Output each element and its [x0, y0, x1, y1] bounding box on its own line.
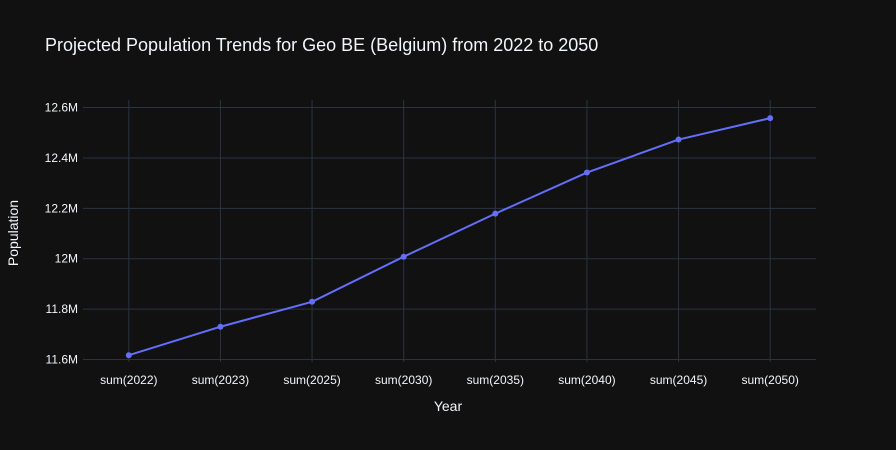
y-tick-label: 12.4M	[45, 151, 78, 165]
x-axis-title: Year	[434, 398, 463, 414]
data-point[interactable]	[217, 323, 224, 330]
data-point[interactable]	[492, 210, 499, 217]
y-axis-title: Population	[5, 200, 21, 266]
x-tick-label: sum(2035)	[467, 373, 524, 387]
data-point[interactable]	[767, 115, 774, 122]
y-tick-label: 11.8M	[46, 302, 78, 316]
y-axis-ticks: 11.6M 11.8M 12M 12.2M 12.4M 12.6M	[45, 101, 78, 367]
data-point[interactable]	[400, 253, 407, 260]
x-axis-ticks: sum(2022) sum(2023) sum(2025) sum(2030) sum(…	[100, 373, 799, 387]
y-tick-label: 11.6M	[46, 352, 78, 366]
chart-title: Projected Population Trends for Geo BE (…	[45, 35, 598, 55]
x-tick-label: sum(2045)	[650, 373, 707, 387]
x-tick-label: sum(2023)	[192, 373, 249, 387]
x-tick-label: sum(2030)	[375, 373, 432, 387]
data-point[interactable]	[675, 136, 682, 143]
y-tick-label: 12M	[55, 252, 78, 266]
y-tick-label: 12.6M	[45, 101, 78, 115]
series-line	[128, 117, 771, 357]
x-tick-label: sum(2050)	[742, 373, 799, 387]
data-point[interactable]	[583, 169, 590, 176]
y-tick-label: 12.2M	[45, 201, 78, 215]
x-tick-label: sum(2022)	[100, 373, 157, 387]
data-point[interactable]	[309, 298, 316, 305]
data-point[interactable]	[125, 352, 132, 359]
x-tick-label: sum(2040)	[558, 373, 615, 387]
series-layer	[125, 115, 774, 359]
x-tick-label: sum(2025)	[283, 373, 340, 387]
grid-lines	[83, 100, 816, 362]
